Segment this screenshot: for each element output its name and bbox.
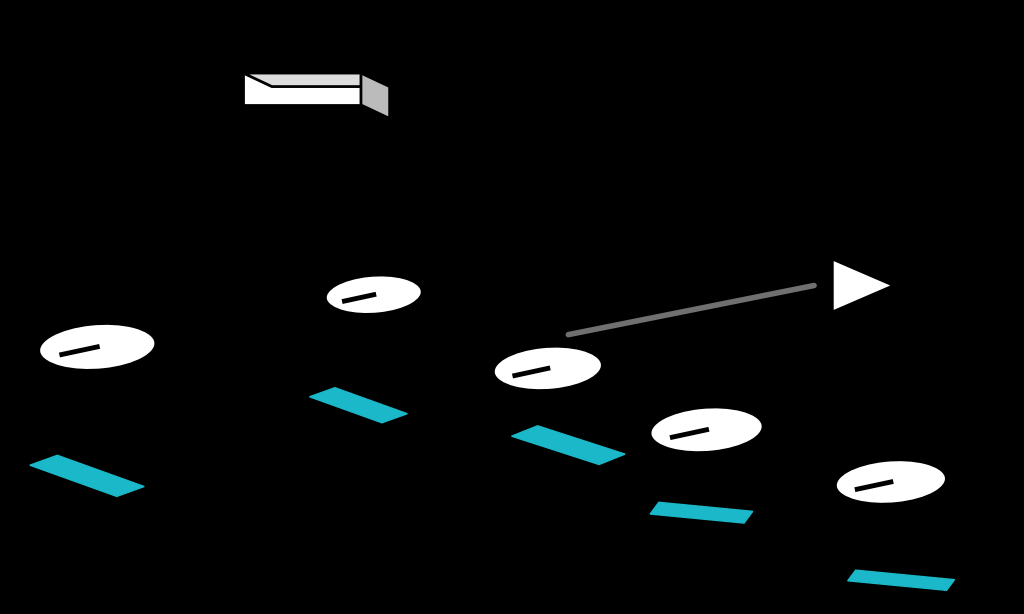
- Polygon shape: [848, 570, 954, 590]
- Polygon shape: [309, 387, 408, 423]
- Polygon shape: [30, 456, 144, 496]
- Ellipse shape: [649, 406, 764, 453]
- Ellipse shape: [325, 274, 423, 315]
- Polygon shape: [650, 502, 753, 523]
- Ellipse shape: [493, 346, 603, 391]
- Ellipse shape: [835, 459, 947, 505]
- Polygon shape: [512, 426, 625, 465]
- Polygon shape: [360, 73, 389, 119]
- Polygon shape: [244, 73, 360, 105]
- Polygon shape: [833, 259, 894, 312]
- Ellipse shape: [39, 323, 156, 371]
- Polygon shape: [244, 73, 389, 87]
